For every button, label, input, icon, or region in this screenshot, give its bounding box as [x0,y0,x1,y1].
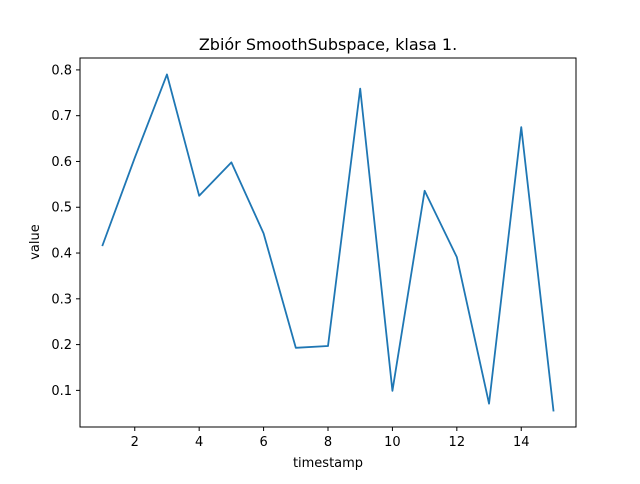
y-tick-label: 0.7 [51,109,72,124]
x-tick-label: 8 [324,435,332,450]
y-tick-label: 0.6 [51,155,72,170]
x-tick-label: 12 [449,435,466,450]
x-tick-label: 10 [384,435,401,450]
x-axis-label: timestamp [293,456,363,471]
x-tick-label: 4 [195,435,203,450]
y-tick-label: 0.5 [51,201,72,216]
series-layer [101,73,555,412]
y-tick-label: 0.3 [51,292,72,307]
series-line [101,73,555,412]
x-tick-label: 2 [131,435,139,450]
y-tick-label: 0.2 [51,338,72,353]
y-tick-label: 0.1 [51,384,72,399]
chart-title: Zbiór SmoothSubspace, klasa 1. [199,35,457,54]
y-tick-label: 0.8 [51,63,72,78]
y-tick-label: 0.4 [51,247,72,262]
x-tick-label: 6 [259,435,267,450]
axis-ticks: 2 4 6 8 10 12 14 0.1 0.2 0.3 0.4 0.5 0.6 0.7 0.8 [51,63,529,450]
x-tick-label: 14 [513,435,530,450]
plot-frame [79,57,577,428]
y-axis-label: value [28,224,43,260]
